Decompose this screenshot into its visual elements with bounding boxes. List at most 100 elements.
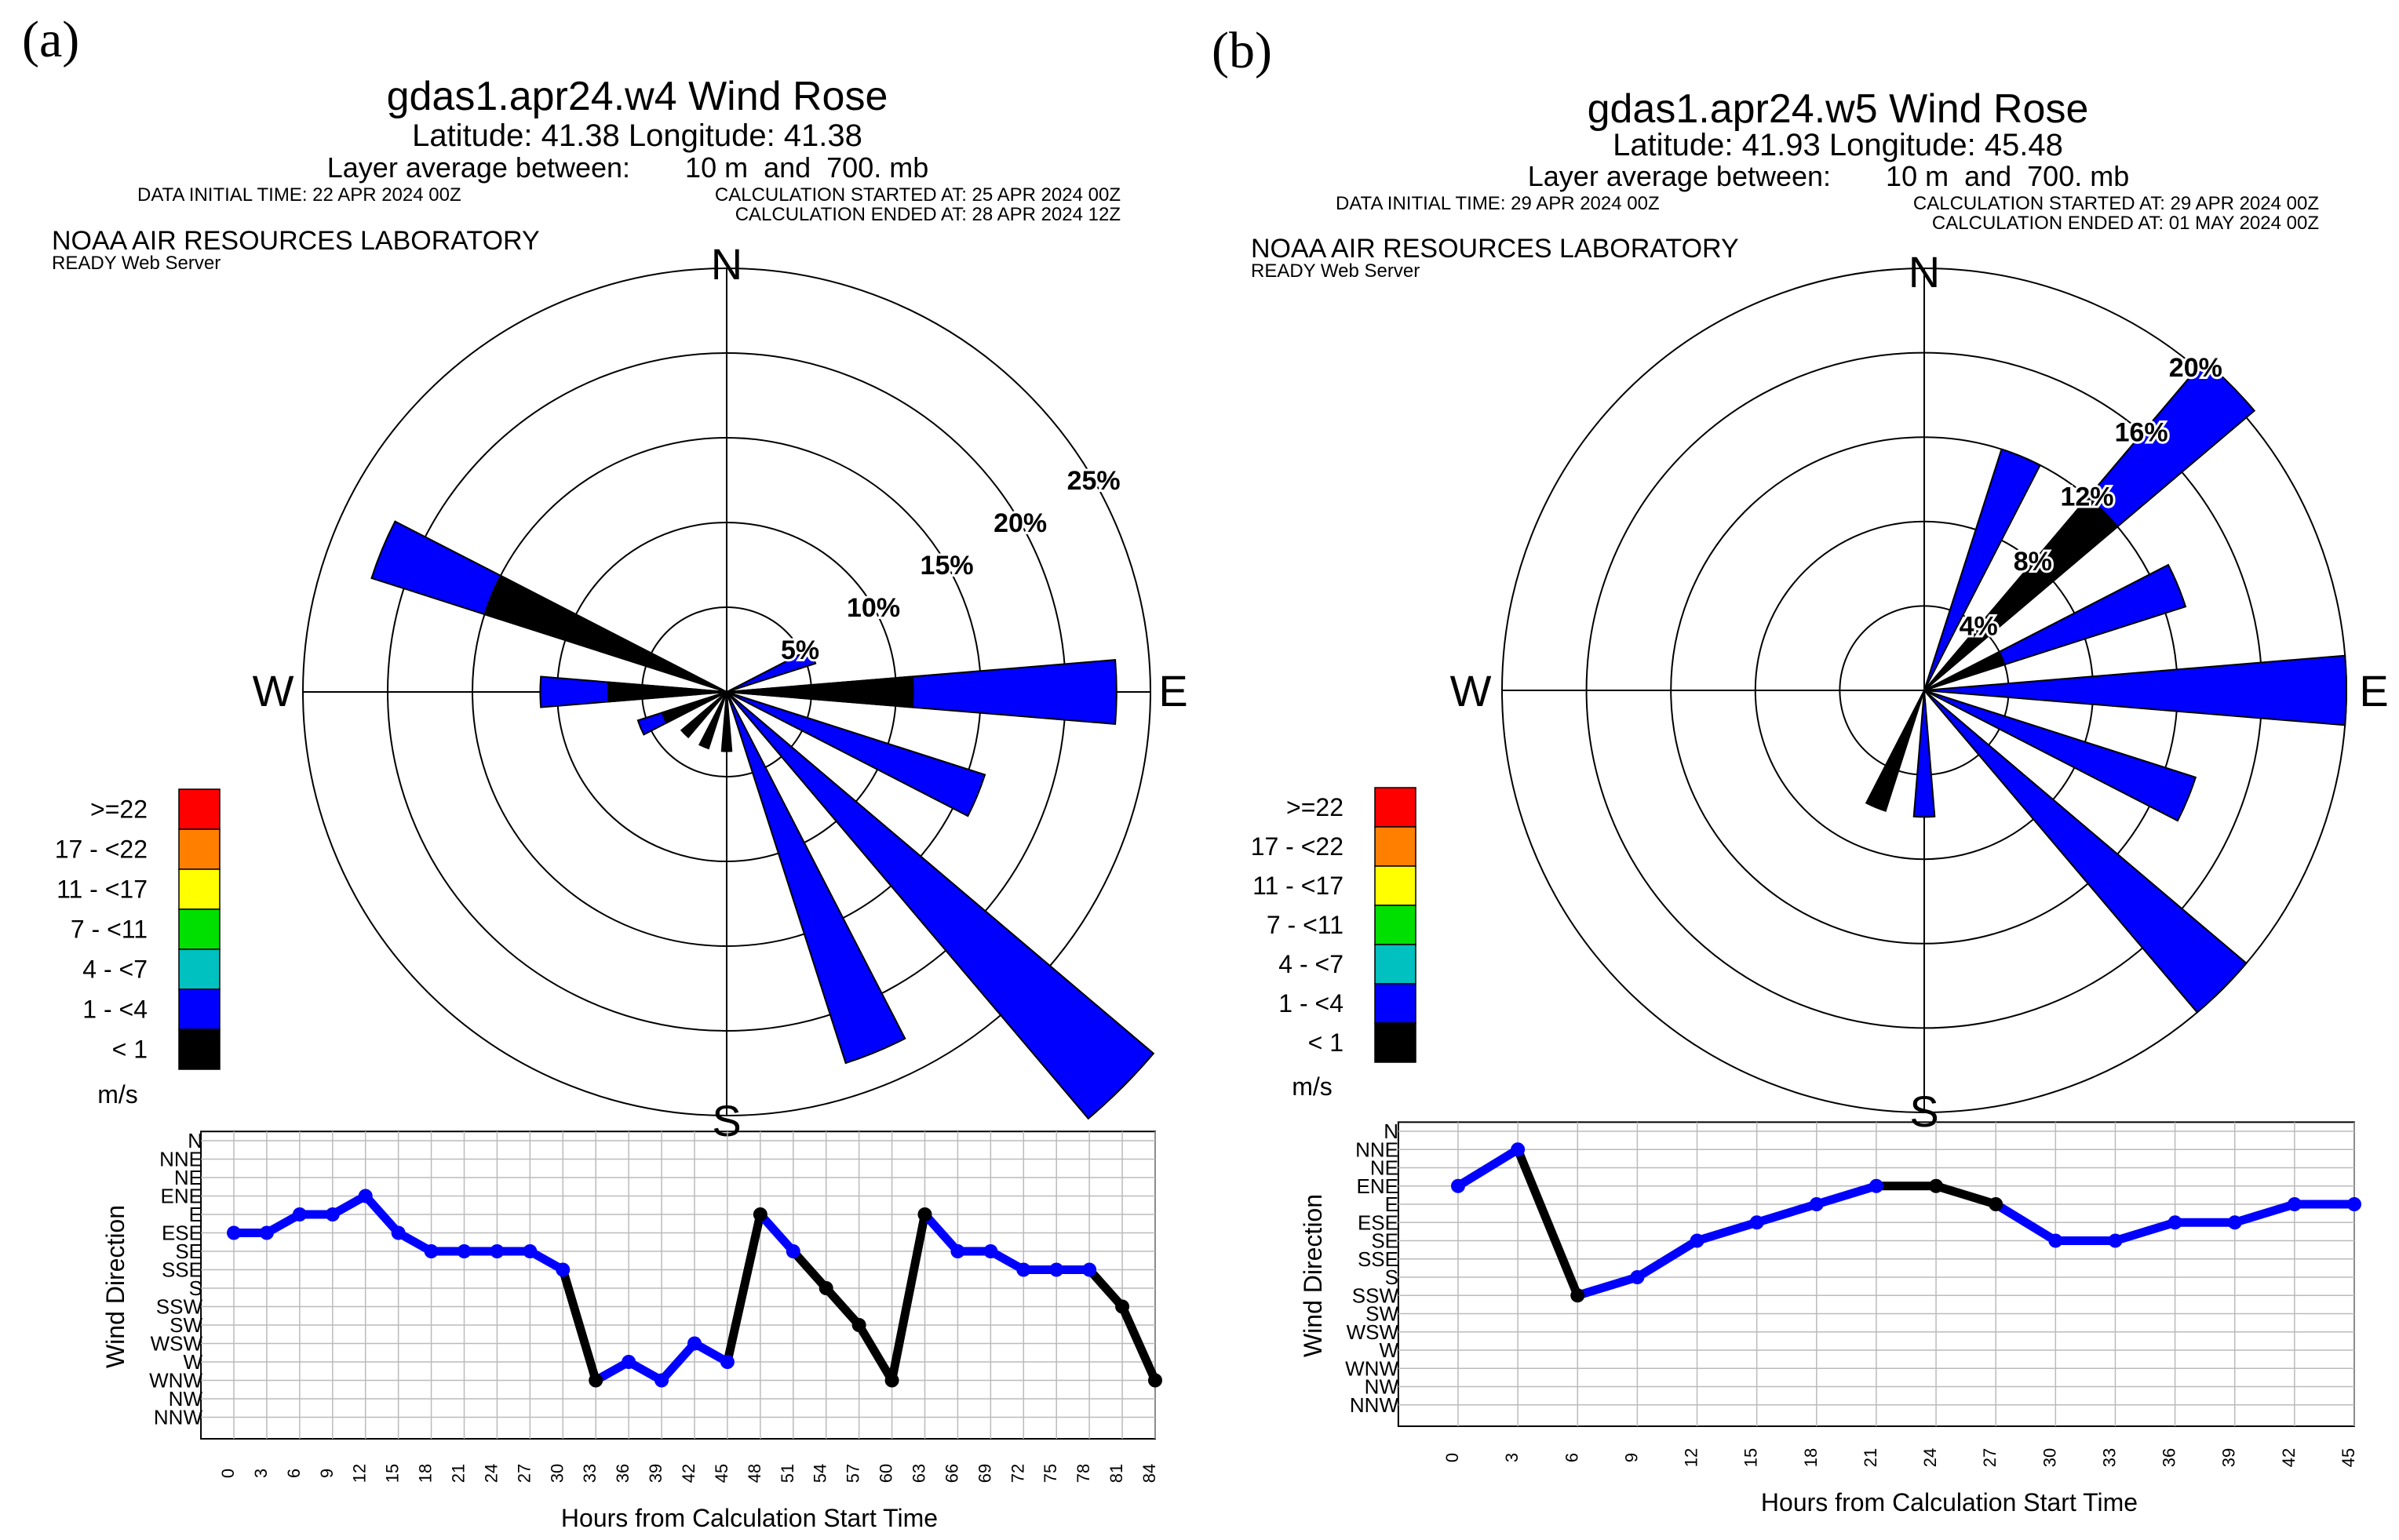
- series-point-5: [391, 1225, 406, 1240]
- series-xtick-2: 6: [284, 1469, 304, 1478]
- petal-ene-1-4: [726, 648, 817, 693]
- wind-rose-a: 5% 10% 15% 20% 25%: [302, 268, 1155, 1120]
- series-ytick-0: N: [188, 1129, 202, 1152]
- series-xtick-19: 57: [844, 1464, 863, 1483]
- series-xtick-3: 9: [1621, 1453, 1641, 1462]
- series-xtick-26: 78: [1074, 1464, 1093, 1483]
- series-segment-15: [723, 1210, 765, 1367]
- legend-swatch-1: [1374, 826, 1416, 867]
- series-xtick-16: 48: [745, 1464, 764, 1483]
- panel-a: (a) gdas1.apr24.w4 Wind Rose Latitude: 4…: [22, 11, 1188, 1532]
- series-segment-21: [921, 1210, 962, 1256]
- legend-label-6: < 1: [112, 1036, 148, 1064]
- series-ytick-13: WNW: [1345, 1356, 1398, 1380]
- series-point-1: [1511, 1142, 1526, 1157]
- panel-a-speed-unit: m/s: [97, 1080, 138, 1109]
- panel-b-compass-e: E: [2359, 666, 2388, 715]
- legend-label-2: 11 - <17: [57, 876, 148, 904]
- series-segment-17: [789, 1247, 831, 1293]
- panel-b-layer: Layer average between: 10 m and 700. mb: [1528, 160, 2129, 192]
- series-ytick-15: NNW: [1350, 1393, 1399, 1417]
- petal-e-1-4: [1923, 654, 2347, 726]
- series-point-17: [786, 1244, 800, 1258]
- series-point-20: [884, 1373, 899, 1388]
- series-segment-26: [1085, 1265, 1127, 1311]
- series-ytick-12: W: [1379, 1338, 1398, 1362]
- series-ytick-11: WSW: [151, 1332, 203, 1356]
- panel-b-calc-ended: CALCULATION ENDED AT: 01 MAY 2024 00Z: [1932, 213, 2319, 234]
- panel-b-tag: (b): [1212, 22, 1272, 79]
- series-point-14: [687, 1336, 702, 1351]
- series-ytick-10: SW: [1365, 1302, 1398, 1326]
- ring-label-3: 15%: [921, 551, 974, 581]
- series-point-4: [358, 1189, 373, 1203]
- series-point-3: [325, 1207, 340, 1221]
- series-point-6: [1809, 1197, 1824, 1211]
- series-xtick-2: 6: [1562, 1453, 1581, 1462]
- legend-swatch-3: [178, 908, 221, 950]
- panel-b-data-initial-time: DATA INITIAL TIME: 29 APR 2024 00Z: [1336, 193, 1660, 214]
- series-xtick-14: 42: [679, 1464, 698, 1483]
- petal-ese-1-4: [1923, 690, 2197, 822]
- panel-b-title: gdas1.apr24.w5 Wind Rose: [1588, 86, 2089, 132]
- legend-label-5: 1 - <4: [1278, 989, 1344, 1018]
- series-point-21: [917, 1207, 932, 1221]
- series-xtick-7: 21: [1861, 1448, 1880, 1467]
- series-ytick-6: SE: [175, 1240, 202, 1263]
- series-xtick-9: 27: [514, 1464, 534, 1483]
- series-xtick-5: 15: [383, 1464, 403, 1483]
- series-point-2: [1570, 1288, 1585, 1303]
- series-point-23: [983, 1244, 998, 1258]
- series-point-9: [523, 1244, 538, 1258]
- legend-label-1: 17 - <22: [55, 836, 148, 864]
- series-ytick-14: NW: [1365, 1375, 1399, 1399]
- panel-a-title: gdas1.apr24.w4 Wind Rose: [387, 74, 888, 119]
- petal-e-lt1: [726, 675, 914, 708]
- series-xtick-20: 60: [877, 1464, 896, 1483]
- petal-sse-1-4: [726, 691, 906, 1065]
- petal-ese-1-4: [726, 691, 986, 817]
- series-ytick-5: ESE: [162, 1221, 202, 1245]
- ring-label-2: 8%: [2014, 547, 2052, 577]
- panel-a-compass-s: S: [712, 1096, 741, 1145]
- series-segment-5: [1752, 1200, 1821, 1227]
- speed-legend-b: >=22 17 - <22 11 - <17 7 - <11 4 - <7 1 - <4 <…: [1251, 787, 1416, 1063]
- series-xtick-1: 3: [1502, 1453, 1522, 1462]
- series-point-0: [227, 1225, 241, 1240]
- series-ytick-2: NE: [1370, 1156, 1398, 1180]
- petal-s-1-4: [1912, 690, 1936, 818]
- legend-swatch-6: [1374, 1022, 1416, 1063]
- series-ytick-14: NW: [169, 1387, 203, 1411]
- panel-b-calc-started: CALCULATION STARTED AT: 29 APR 2024 00Z: [1913, 193, 2319, 214]
- ring-label-1: 5%: [781, 635, 819, 665]
- series-ytick-7: SSE: [162, 1258, 202, 1282]
- ring-label-2: 10%: [847, 593, 900, 623]
- series-xtick-4: 12: [1682, 1448, 1701, 1467]
- panel-a-compass-e: E: [1158, 666, 1187, 715]
- legend-swatch-6: [178, 1028, 221, 1070]
- series-xtick-10: 30: [547, 1464, 567, 1483]
- series-xtick-0: 0: [1442, 1453, 1462, 1462]
- series-xtick-3: 9: [317, 1469, 337, 1478]
- series-ytick-9: SSW: [1352, 1283, 1399, 1307]
- series-ytick-12: W: [183, 1350, 202, 1374]
- series-segment-4: [361, 1192, 403, 1237]
- series-segment-20: [888, 1210, 929, 1385]
- panel-a-calc-started: CALCULATION STARTED AT: 25 APR 2024 00Z: [715, 184, 1121, 206]
- speed-legend-a: >=22 17 - <22 11 - <17 7 - <11 4 - <7 1 - <4 <…: [55, 788, 221, 1070]
- legend-swatch-4: [178, 948, 221, 990]
- legend-swatch-5: [1374, 983, 1416, 1024]
- panel-a-compass-w: W: [253, 666, 294, 715]
- series-point-8: [490, 1244, 505, 1258]
- legend-swatch-2: [1374, 865, 1416, 906]
- series-xtick-12: 36: [2160, 1448, 2179, 1467]
- petal-wnw-lt1: [483, 574, 727, 693]
- panel-a-tag: (a): [22, 11, 79, 68]
- series-ytick-1: NNE: [1355, 1138, 1398, 1161]
- series-ylabel: Wind Direction: [1299, 1194, 1327, 1357]
- series-segment-13: [2230, 1200, 2299, 1227]
- panel-a-lab: NOAA AIR RESOURCES LABORATORY: [52, 226, 540, 256]
- series-point-13: [654, 1373, 669, 1388]
